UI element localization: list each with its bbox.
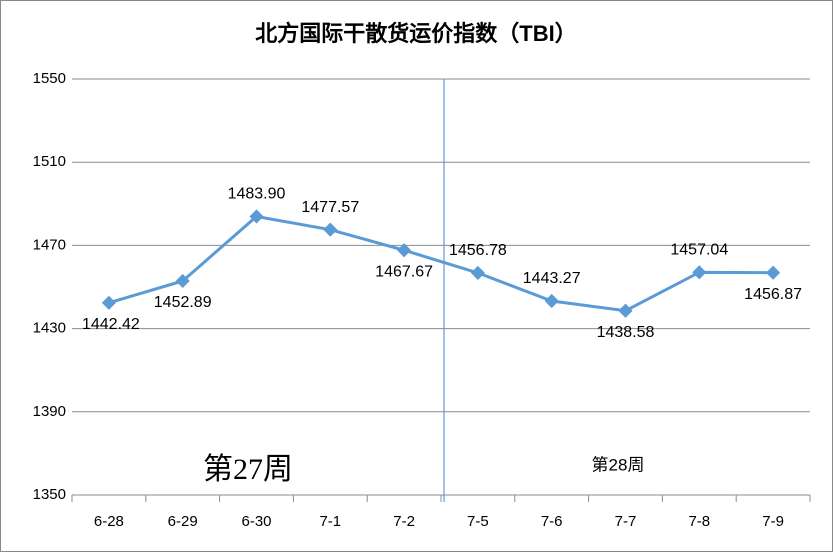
marker [101, 295, 116, 310]
x-tick-label: 6-28 [94, 513, 124, 530]
y-tick-label: 1350 [33, 486, 66, 503]
data-label: 1477.57 [301, 199, 359, 216]
annotation: 第27周 [203, 453, 293, 486]
data-label: 1483.90 [228, 186, 286, 203]
marker [470, 265, 485, 280]
x-tick-label: 6-29 [168, 513, 198, 530]
marker [692, 265, 707, 280]
annotation: 第28周 [592, 455, 645, 474]
data-label: 1456.78 [449, 242, 507, 259]
x-tick-label: 7-2 [393, 513, 415, 530]
chart-title: 北方国际干散货运价指数（TBI） [255, 21, 576, 46]
x-tick-label: 7-9 [762, 513, 784, 530]
data-label: 1452.89 [154, 294, 212, 311]
x-tick-label: 7-8 [688, 513, 710, 530]
marker [766, 265, 781, 280]
x-tick-label: 7-6 [541, 513, 563, 530]
x-tick-label: 7-5 [467, 513, 489, 530]
marker [397, 243, 412, 258]
line [108, 214, 774, 313]
x-tick-label: 6-30 [241, 513, 271, 530]
data-label: 1456.87 [744, 286, 802, 303]
data-label: 1438.58 [597, 324, 655, 341]
y-tick-label: 1430 [33, 320, 66, 337]
data-label: 1467.67 [375, 263, 433, 280]
marker [175, 273, 190, 289]
data-label: 1457.04 [670, 242, 728, 259]
marker [544, 293, 559, 309]
data-label: 1443.27 [523, 270, 581, 287]
x-tick-label: 7-7 [615, 513, 637, 530]
y-tick-label: 1510 [33, 153, 66, 170]
y-tick-label: 1550 [33, 70, 66, 87]
marker [618, 303, 633, 318]
marker [249, 209, 264, 224]
y-tick-label: 1470 [33, 236, 66, 253]
x-tick-label: 7-1 [319, 513, 341, 530]
data-label: 1442.42 [82, 316, 140, 333]
y-tick-label: 1390 [33, 403, 66, 420]
marker [323, 222, 338, 237]
